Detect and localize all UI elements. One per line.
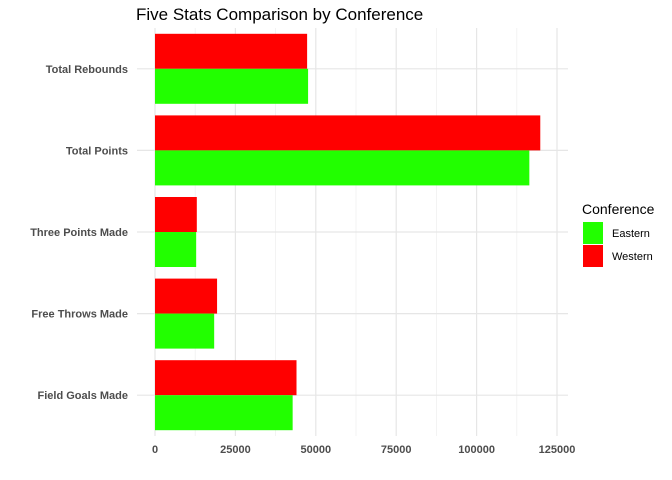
bar-western	[155, 278, 218, 314]
category-label: Total Rebounds	[46, 64, 128, 76]
bar-eastern	[155, 150, 530, 186]
legend-title: Conference	[582, 201, 655, 217]
x-tick-label: 25000	[220, 444, 251, 456]
category-label: Three Points Made	[30, 227, 128, 239]
bar-eastern	[155, 313, 215, 349]
legend-swatch-eastern	[583, 222, 603, 244]
category-label: Total Points	[66, 145, 128, 157]
x-tick-label: 100000	[458, 444, 495, 456]
x-tick-label: 75000	[381, 444, 412, 456]
legend-swatch-western	[583, 245, 603, 267]
legend-label-eastern: Eastern	[612, 228, 650, 240]
legend: Conference Eastern Western	[582, 201, 655, 267]
bars	[155, 33, 541, 431]
chart-title: Five Stats Comparison by Conference	[136, 5, 423, 24]
x-tick-label: 50000	[301, 444, 332, 456]
x-axis-ticks: 0 25000 50000 75000 100000 125000	[152, 444, 575, 456]
bar-western	[155, 33, 308, 69]
bar-eastern	[155, 68, 309, 104]
bar-western	[155, 197, 197, 232]
category-labels: Total Rebounds Total Points Three Points M…	[30, 64, 128, 402]
bar-eastern	[155, 395, 293, 431]
bar-eastern	[155, 232, 197, 267]
legend-label-western: Western	[612, 251, 653, 263]
x-tick-label: 125000	[539, 444, 576, 456]
category-label: Field Goals Made	[38, 390, 128, 402]
x-tick-label: 0	[152, 444, 158, 456]
bar-western	[155, 115, 541, 151]
category-label: Free Throws Made	[31, 309, 128, 321]
bar-western	[155, 360, 297, 396]
